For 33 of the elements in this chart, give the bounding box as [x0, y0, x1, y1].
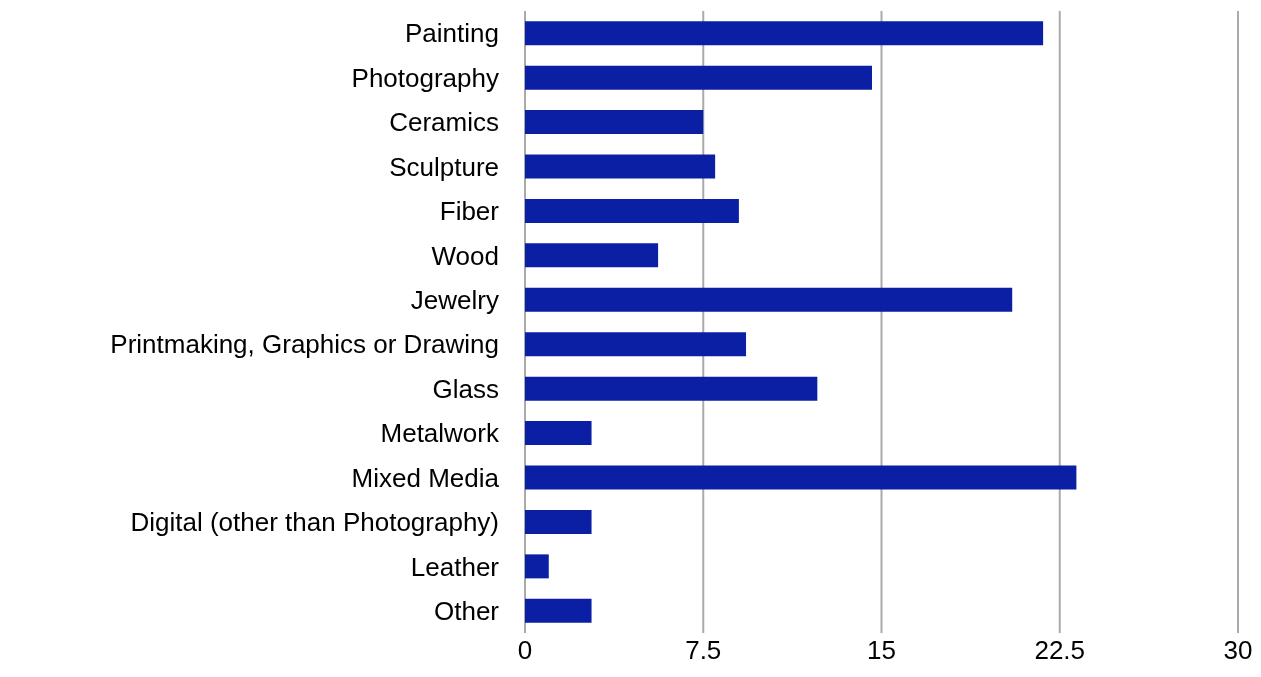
bar: [525, 376, 818, 401]
y-tick-label: Painting: [405, 18, 499, 49]
y-tick-label: Printmaking, Graphics or Drawing: [110, 329, 499, 360]
y-tick-label: Sculpture: [389, 151, 499, 182]
bar: [525, 110, 704, 135]
x-tick-label: 0: [517, 635, 533, 666]
bar: [525, 598, 592, 623]
bar: [525, 243, 659, 268]
y-tick-label: Fiber: [439, 196, 500, 227]
y-tick-label: Other: [433, 596, 500, 627]
y-tick-label: Glass: [432, 373, 499, 404]
y-tick-label: Jewelry: [410, 285, 499, 316]
bar: [525, 198, 739, 223]
y-tick-label: Wood: [431, 240, 499, 271]
x-tick-label: 7.5: [685, 635, 722, 666]
y-tick-label: Metalwork: [380, 418, 500, 449]
bar: [525, 287, 1013, 312]
y-tick-label: Ceramics: [389, 107, 499, 138]
bar: [525, 465, 1077, 490]
bar: [525, 154, 716, 179]
y-tick-label: Digital (other than Photography): [130, 507, 499, 538]
x-tick-label: 30: [1223, 635, 1253, 666]
y-tick-label: Leather: [410, 551, 500, 582]
y-tick-label: Mixed Media: [351, 462, 500, 493]
bar: [525, 21, 1044, 46]
bar: [525, 65, 872, 90]
bar: [525, 332, 747, 357]
x-tick-label: 15: [867, 635, 896, 666]
bar: [525, 554, 549, 579]
x-tick-label: 22.5: [1034, 635, 1086, 666]
bar: [525, 421, 592, 446]
bar: [525, 509, 592, 534]
y-tick-label: Photography: [351, 62, 499, 93]
